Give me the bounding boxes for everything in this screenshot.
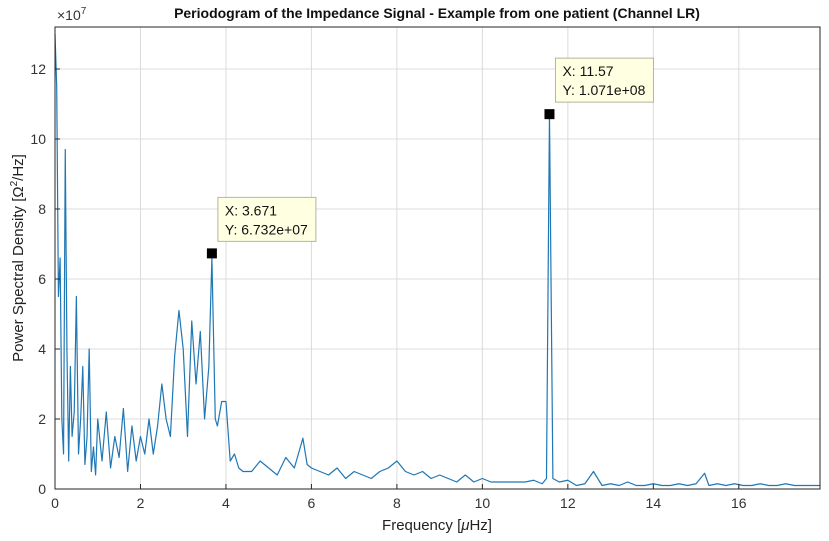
y-axis-label-start: Power Spectral Density [ — [10, 197, 27, 362]
x-tick-label: 4 — [222, 495, 230, 511]
x-axis-label-mu: μ — [460, 517, 469, 534]
plot-frame — [54, 26, 821, 490]
x-tick-label: 12 — [560, 495, 576, 511]
x-tick-label: 10 — [475, 495, 491, 511]
datatip-box — [217, 196, 317, 242]
series-layer — [54, 33, 820, 487]
x-axis-label: Frequency [μHz] — [382, 517, 492, 534]
y-tick-label: 10 — [30, 131, 46, 147]
datatip-x-text: X: 3.671 — [225, 202, 277, 218]
spectrum-line — [54, 33, 820, 487]
x-tick-label: 16 — [731, 495, 747, 511]
y-tick-label: 4 — [38, 341, 46, 357]
y-axis-label: Power Spectral Density [Ω2/Hz] — [9, 154, 27, 362]
plot-area — [55, 27, 820, 489]
datatip-y-text: Y: 6.732e+07 — [225, 221, 308, 237]
x-tick-label: 2 — [137, 495, 145, 511]
datatip-box — [554, 57, 654, 103]
y-tick-label: 0 — [38, 481, 46, 497]
y-tick-label: 6 — [38, 271, 46, 287]
x-axis-label-start: Frequency [ — [382, 517, 462, 534]
datatip-y-text: Y: 1.071e+08 — [562, 82, 645, 98]
x-tick-label: 14 — [646, 495, 662, 511]
x-tick-label: 0 — [51, 495, 59, 511]
tick-layer: 0 2 4 6 8 10 12 14 16 0 2 4 6 8 10 12 — [30, 61, 746, 511]
datatip-marker — [206, 248, 217, 259]
y-scale-note-base: ×10 — [57, 7, 81, 23]
chart-title: Periodogram of the Impedance Signal - Ex… — [174, 5, 700, 21]
x-tick-label: 6 — [308, 495, 316, 511]
x-tick-label: 8 — [393, 495, 401, 511]
y-axis-label-superscript: 2 — [9, 180, 20, 186]
y-tick-label: 2 — [38, 411, 46, 427]
x-axis-label-end: Hz] — [469, 517, 492, 534]
y-tick-label: 8 — [38, 201, 46, 217]
y-scale-note: ×107 — [57, 6, 87, 23]
y-scale-note-exponent: 7 — [81, 6, 87, 17]
datatip-marker — [544, 109, 555, 120]
y-axis-label-end: /Hz] — [10, 154, 27, 181]
y-axis-label-omega: Ω — [10, 186, 27, 197]
datatip-x-text: X: 11.57 — [562, 63, 613, 79]
y-tick-label: 12 — [30, 61, 46, 77]
datatip-layer: X: 3.671 Y: 6.732e+07 X: 11.57 Y: 1.071e+08 — [206, 57, 654, 259]
